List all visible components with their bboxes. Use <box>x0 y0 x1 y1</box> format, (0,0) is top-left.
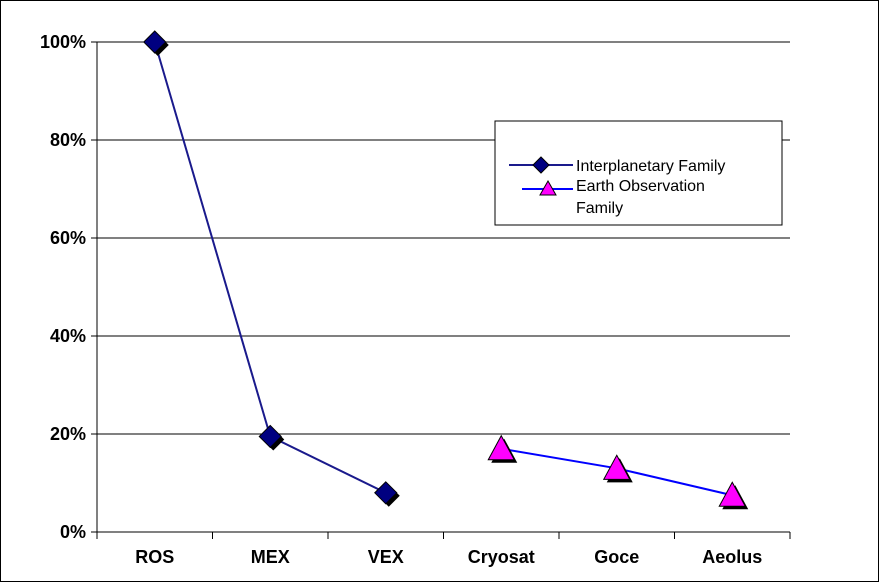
y-tick-label: 0% <box>60 522 86 542</box>
legend-label-earth-observation-line2: Family <box>576 200 623 217</box>
y-tick-label: 60% <box>50 228 86 248</box>
y-tick-label: 40% <box>50 326 86 346</box>
x-tick-label: Cryosat <box>468 547 535 567</box>
x-tick-label: Goce <box>594 547 639 567</box>
x-tick-label: VEX <box>368 547 404 567</box>
x-axis-ticks: ROS MEX VEX Cryosat Goce Aeolus <box>96 532 791 567</box>
legend-marker-earth-observation <box>539 179 557 196</box>
data-point-triangle <box>718 481 747 507</box>
y-tick-label: 100% <box>40 32 86 52</box>
x-tick-label: ROS <box>135 547 174 567</box>
y-tick-label: 20% <box>50 424 86 444</box>
legend-box <box>494 120 783 226</box>
data-point-triangle <box>602 454 631 480</box>
data-point-diamond <box>374 481 398 505</box>
y-tick-label: 80% <box>50 130 86 150</box>
x-tick-label: Aeolus <box>702 547 762 567</box>
x-tick-label: MEX <box>251 547 290 567</box>
data-point-diamond <box>258 424 282 449</box>
data-point-triangle <box>487 434 516 461</box>
y-axis-ticks: 0% 20% 40% 60% 80% 100% <box>40 32 97 542</box>
series <box>143 30 749 510</box>
plot-area <box>97 42 790 532</box>
legend: Interplanetary Family Earth Observation … <box>494 120 783 226</box>
legend-marker-interplanetary <box>532 156 550 174</box>
data-point-diamond <box>143 30 167 54</box>
legend-label-earth-observation: Earth Observation Family <box>576 178 709 217</box>
legend-label-earth-observation-line1: Earth Observation <box>576 178 705 195</box>
legend-label-interplanetary: Interplanetary Family <box>576 158 725 175</box>
